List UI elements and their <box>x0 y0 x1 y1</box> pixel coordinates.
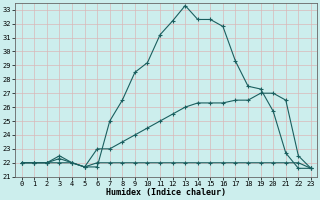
X-axis label: Humidex (Indice chaleur): Humidex (Indice chaleur) <box>106 188 226 197</box>
